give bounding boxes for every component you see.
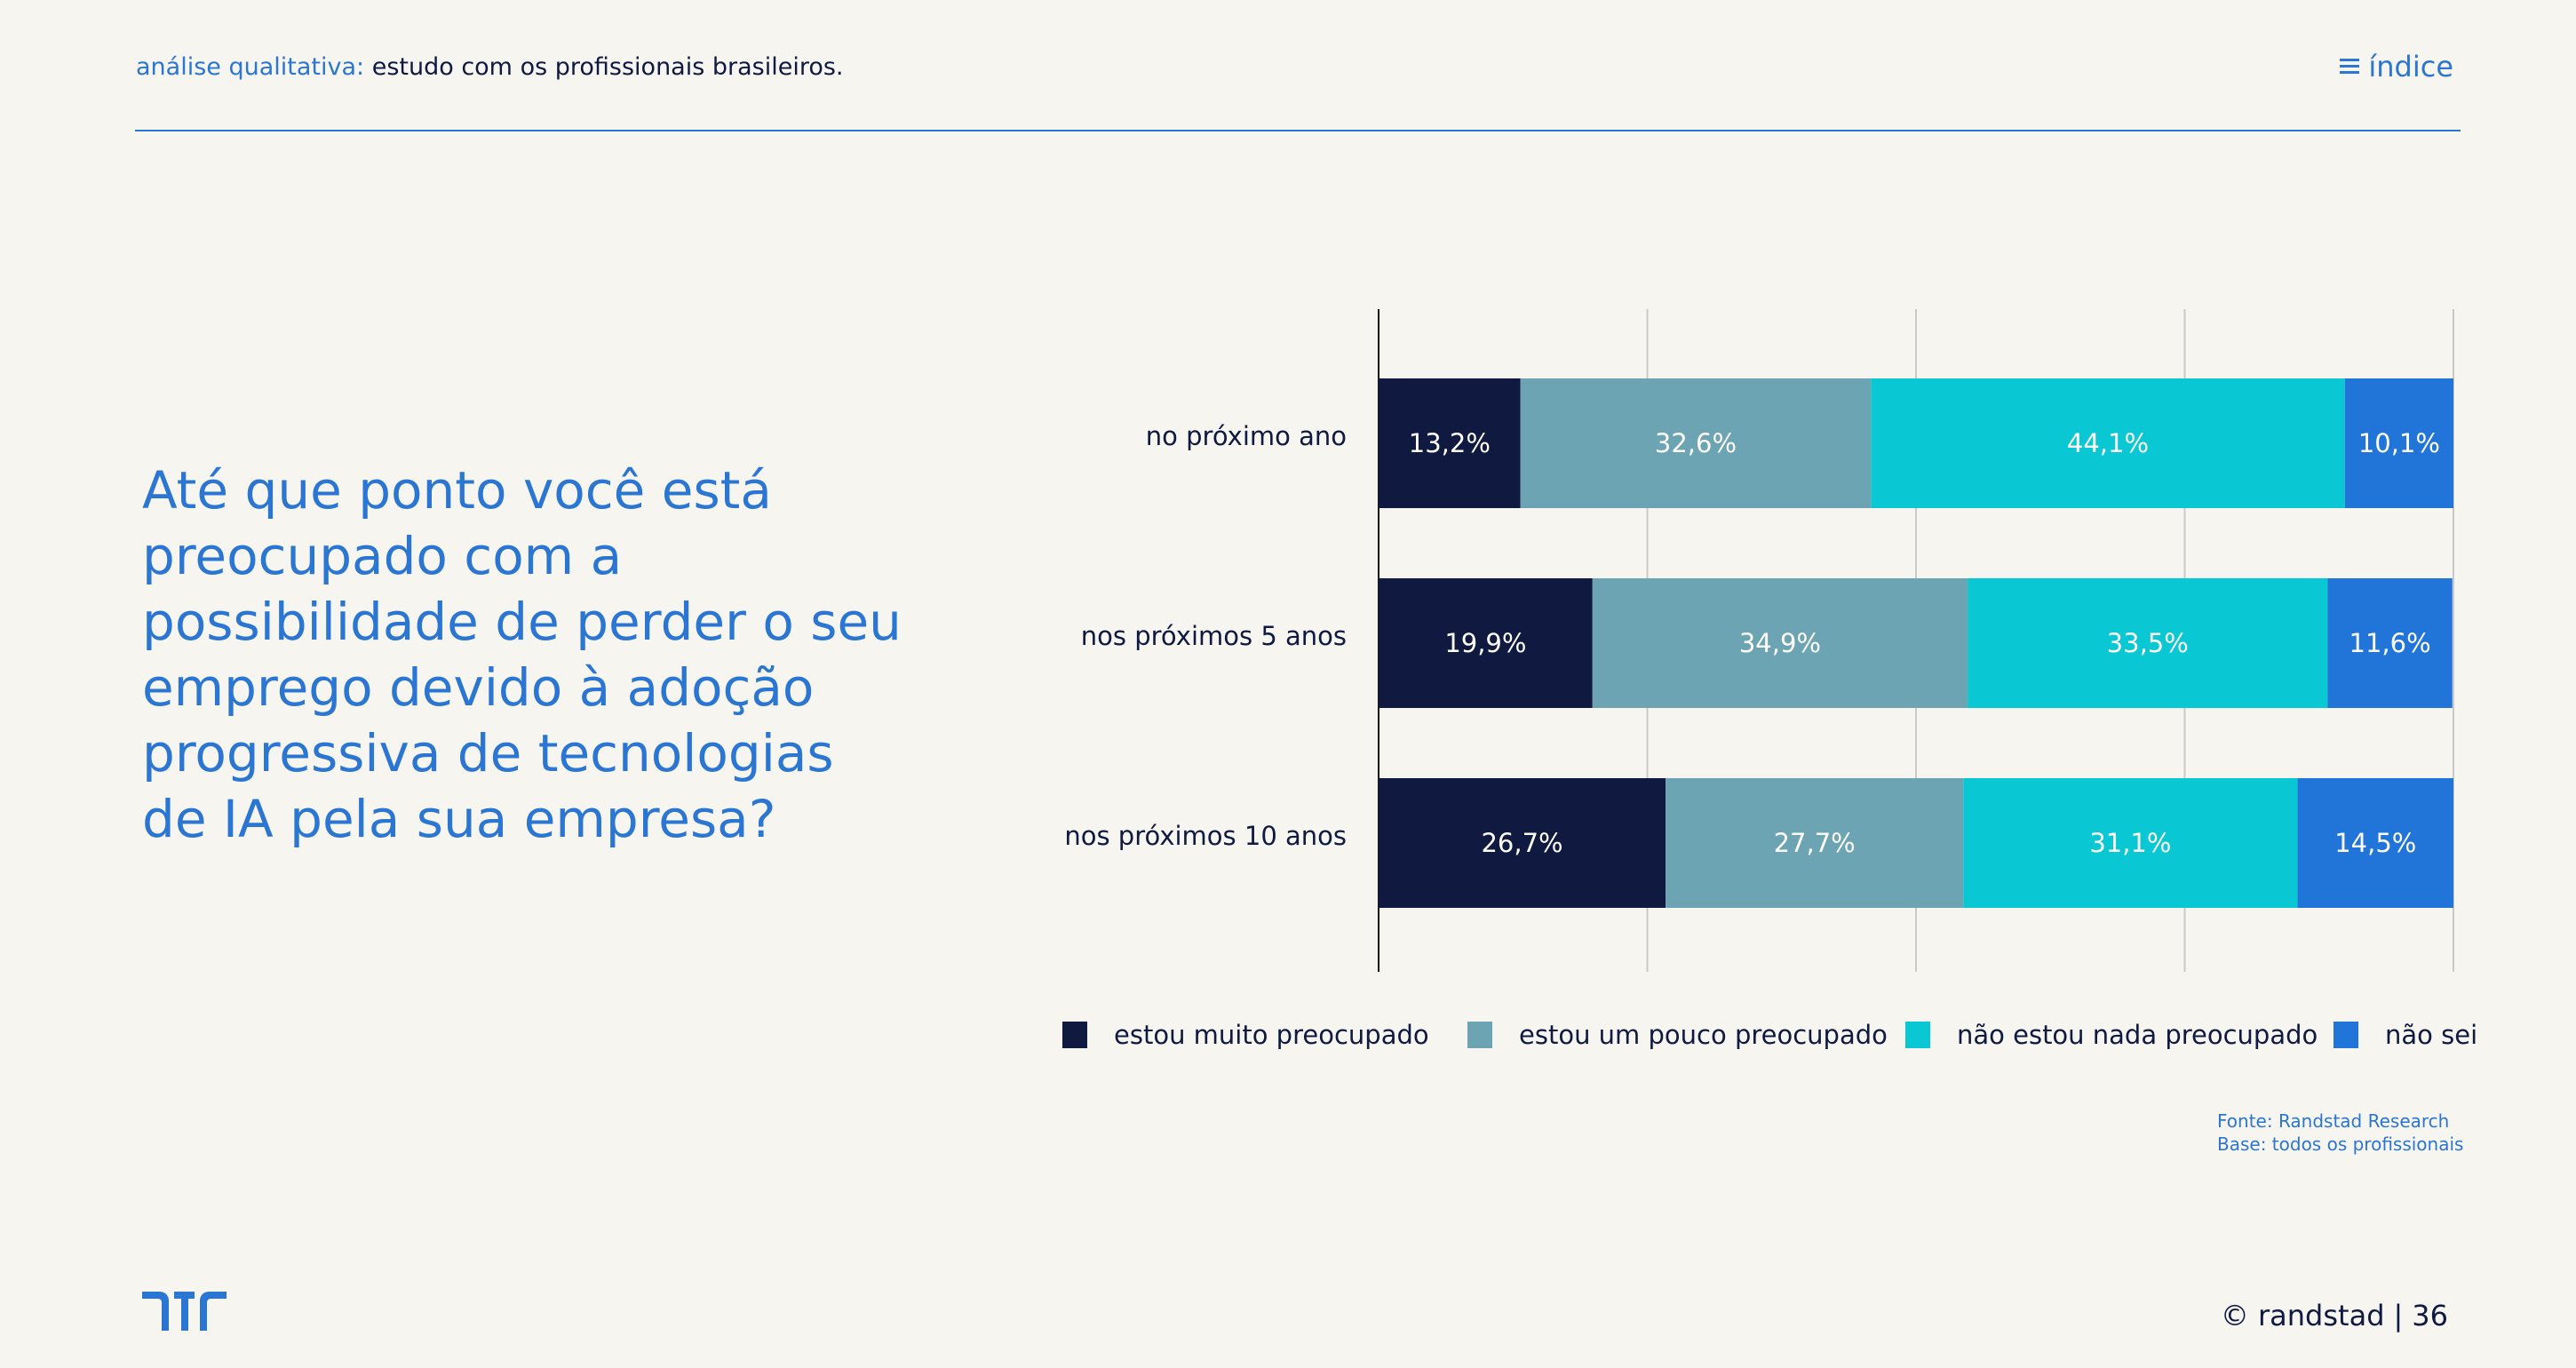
legend-swatch [2334, 1022, 2358, 1048]
category-label: nos próximos 10 anos [1064, 821, 1347, 851]
bar-segment [2327, 578, 2453, 708]
header-divider [135, 130, 2461, 131]
data-label: 11,6% [2349, 628, 2431, 658]
legend-label: não sei [2385, 1020, 2478, 1050]
base-line: Base: todos os profissionais [2217, 1133, 2464, 1155]
bar-segment [2297, 778, 2453, 908]
data-label: 34,9% [1739, 628, 1821, 658]
category-label: no próximo ano [1146, 421, 1347, 451]
data-label: 19,9% [1444, 628, 1526, 658]
page-number: 36 [2412, 1299, 2448, 1332]
bar-segment [1968, 578, 2328, 708]
legend-item: estou um pouco preocupado [1467, 1020, 1888, 1050]
bar-segment [1379, 378, 1521, 508]
source-line: Fonte: Randstad Research [2217, 1110, 2450, 1132]
footer-brand: © randstad [2220, 1299, 2385, 1332]
footer-separator: | [2393, 1299, 2404, 1332]
randstad-logo-icon [142, 1292, 227, 1331]
data-label: 10,1% [2358, 428, 2440, 458]
index-link[interactable]: índice [2340, 50, 2453, 84]
data-label: 32,6% [1655, 428, 1737, 458]
data-label: 44,1% [2067, 428, 2149, 458]
chart-legend: estou muito preocupado estou um pouco pre… [0, 1020, 2576, 1064]
data-label: 27,7% [1774, 828, 1856, 858]
data-label: 26,7% [1481, 828, 1562, 858]
legend-item: não sei [2334, 1020, 2477, 1050]
data-label: 14,5% [2334, 828, 2416, 858]
legend-swatch [1905, 1022, 1930, 1048]
bar-segment [1520, 378, 1872, 508]
legend-item: estou muito preocupado [1062, 1020, 1429, 1050]
header-breadcrumb: análise qualitativa: estudo com os profi… [136, 53, 844, 81]
data-label: 13,2% [1409, 428, 1491, 458]
bar-segment [1592, 578, 1968, 708]
section-text: estudo com os profissionais brasileiros. [371, 53, 844, 81]
index-label: índice [2368, 50, 2453, 84]
legend-swatch [1062, 1022, 1087, 1048]
legend-label: não estou nada preocupado [1957, 1020, 2318, 1050]
bar-segment [1379, 578, 1593, 708]
source-note: Fonte: Randstad Research Base: todos os … [2217, 1110, 2463, 1156]
bar-segment [1963, 778, 2298, 908]
data-label: 31,1% [2089, 828, 2171, 858]
footer: © randstad | 36 [2221, 1299, 2448, 1332]
legend-label: estou muito preocupado [1114, 1020, 1429, 1050]
section-label: análise qualitativa: [136, 53, 365, 81]
question-title: Até que ponto você está preocupado com a… [142, 460, 902, 849]
menu-icon [2340, 59, 2360, 75]
bar-segment [1666, 778, 1964, 908]
bar-segment [2344, 378, 2453, 508]
legend-label: estou um pouco preocupado [1519, 1020, 1888, 1050]
bar-segment [1379, 778, 1666, 908]
data-label: 33,5% [2107, 628, 2189, 658]
legend-swatch [1467, 1022, 1492, 1048]
legend-item: não estou nada preocupado [1905, 1020, 2318, 1050]
bar-segment [1871, 378, 2345, 508]
category-label: nos próximos 5 anos [1081, 621, 1347, 651]
